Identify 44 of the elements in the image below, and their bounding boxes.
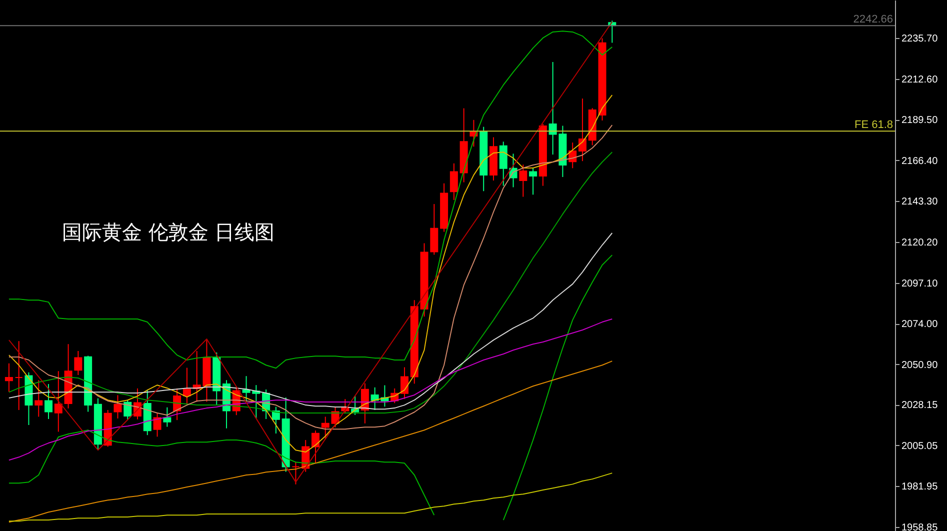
candlestick	[272, 406, 280, 434]
candlestick	[14, 340, 23, 410]
line-series	[8, 318, 613, 461]
y-tick-label: 2189.50	[902, 115, 938, 126]
candlestick	[292, 461, 300, 485]
candlestick	[430, 204, 438, 256]
y-tick-label: 2074.00	[902, 319, 938, 330]
y-tick-label: 1958.85	[902, 522, 938, 531]
ref-line-label: FE 61.8	[854, 119, 893, 132]
y-tick-label: 1981.95	[902, 482, 938, 493]
candlestick	[124, 400, 132, 421]
line-series	[8, 430, 435, 516]
y-tick-label: 2120.20	[902, 238, 938, 249]
candlestick	[321, 416, 330, 440]
line-series	[8, 472, 613, 522]
candlestick	[529, 168, 538, 196]
candlestick	[400, 366, 408, 400]
candlestick	[34, 380, 43, 418]
line-series	[8, 360, 613, 523]
y-tick-label: 2143.30	[902, 196, 938, 208]
y-tick-label: 2050.90	[902, 360, 938, 371]
y-tick-label: 2097.10	[902, 278, 938, 290]
y-tick-label: 2212.60	[902, 74, 938, 86]
annotation: 国际黄金 伦敦金 日线图	[62, 220, 275, 244]
y-tick-label: 2028.15	[902, 400, 938, 412]
line-series	[8, 30, 613, 369]
y-tick-label: 2166.40	[902, 156, 938, 167]
y-tick-label: 2235.70	[902, 33, 938, 44]
y-tick-label: 2005.05	[902, 440, 938, 452]
candlestick	[54, 370, 62, 432]
candlestick	[311, 430, 320, 464]
candlestick	[499, 141, 508, 186]
candlestick	[450, 162, 458, 200]
candlestick	[519, 164, 528, 198]
candlestick	[578, 98, 586, 162]
candlestick	[163, 406, 172, 428]
candlestick	[4, 362, 13, 392]
candlestick	[153, 412, 162, 438]
candlestick	[182, 367, 191, 404]
candlestick	[114, 394, 122, 419]
ref-line-label: 2242.66	[853, 14, 893, 26]
candlestick	[44, 384, 53, 420]
line-series	[502, 254, 613, 521]
candlestick	[74, 350, 82, 376]
